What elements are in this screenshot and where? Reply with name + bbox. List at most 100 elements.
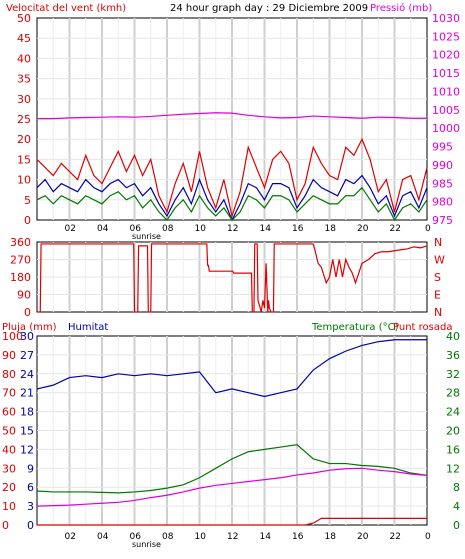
x-tick-label: 04: [97, 532, 109, 542]
direction-tick-label: 360: [10, 236, 31, 249]
humidity-tick-label: 30: [20, 330, 34, 343]
x-tick-label: 20: [357, 224, 369, 234]
wind-tick-label: 25: [17, 113, 31, 126]
wind-tick-label: 10: [17, 174, 31, 187]
rain-tick-label: 0: [2, 519, 9, 532]
humidity-tick-label: 0: [27, 519, 34, 532]
humidity-tick-label: 12: [20, 443, 34, 456]
rain-tick-label: 90: [2, 349, 16, 362]
series-lines: [36, 112, 428, 526]
compass-tick-label: S: [434, 271, 441, 284]
humidity-tick-label: 3: [27, 500, 34, 513]
temperature-tick-label: 32: [446, 368, 460, 381]
humidity-tick-label: 27: [20, 349, 34, 362]
wind-tick-label: 40: [17, 52, 31, 65]
wind-axis-title: Velocitat del vent (kmh): [6, 3, 126, 14]
rain-tick-label: 60: [2, 406, 16, 419]
pressure-axis-title: Pressió (mb): [370, 2, 432, 14]
pressure-tick-label: 995: [432, 141, 453, 154]
x-tick-label: 10: [195, 532, 207, 542]
temperature-line: [36, 444, 428, 494]
temperature-tick-label: 16: [446, 443, 460, 456]
x-tick-label: 02: [65, 224, 76, 234]
x-tick-label: 10: [195, 224, 207, 234]
pressure-tick-label: 1030: [432, 12, 460, 25]
sunrise-label-top: sunrise: [132, 232, 161, 241]
rain-tick-label: 80: [2, 368, 16, 381]
chart-title: 24 hour graph day : 29 Diciembre 2009: [170, 3, 368, 14]
axis-labels: 02 04 06 08 10 12 14 16 18 20 22 002 04 06 08 10 12 14 16 1…: [2, 12, 460, 542]
temperature-tick-label: 4: [453, 500, 460, 513]
x-tick-label: 0: [425, 224, 431, 234]
compass-tick-label: N: [434, 236, 442, 249]
compass-tick-label: E: [434, 289, 441, 302]
temperature-tick-label: 20: [446, 425, 460, 438]
wind-tick-label: 50: [17, 12, 31, 25]
pressure-tick-label: 1020: [432, 49, 460, 62]
temperature-tick-label: 8: [453, 481, 460, 494]
pressure-tick-label: 975: [432, 214, 453, 227]
wind-tick-label: 0: [24, 214, 31, 227]
x-tick-label: 12: [227, 224, 238, 234]
humidity-tick-label: 18: [20, 406, 34, 419]
pressure-tick-label: 985: [432, 177, 453, 190]
x-tick-label: 18: [325, 224, 337, 234]
wind-tick-label: 15: [17, 153, 31, 166]
temperature-tick-label: 28: [446, 387, 460, 400]
rain-tick-label: 100: [2, 330, 23, 343]
wind-tick-label: 35: [17, 73, 31, 86]
x-tick-label: 12: [227, 532, 238, 542]
pressure-tick-label: 1005: [432, 104, 460, 117]
x-tick-label: 06: [130, 532, 142, 542]
direction-tick-label: 270: [10, 254, 31, 267]
temperature-tick-label: 0: [453, 519, 460, 532]
direction-tick-label: 90: [17, 289, 31, 302]
humidity-tick-label: 9: [27, 462, 34, 475]
x-tick-label: 22: [390, 224, 401, 234]
direction-tick-label: 180: [10, 271, 31, 284]
x-tick-label: 16: [292, 224, 304, 234]
x-tick-label: 08: [162, 224, 174, 234]
temperature-tick-label: 24: [446, 406, 460, 419]
rain-tick-label: 30: [2, 462, 16, 475]
x-tick-label: 06: [130, 224, 142, 234]
wind-line: [36, 186, 428, 222]
temperature-tick-label: 40: [446, 330, 460, 343]
sunrise-label-bottom: sunrise: [132, 540, 161, 549]
rain-axis-title: Pluja (mm): [2, 322, 57, 333]
temperature-axis-title: Temperatura (°C): [311, 322, 399, 333]
humidity-axis-title: Humitat: [68, 322, 108, 333]
rain-tick-label: 20: [2, 481, 16, 494]
wind-tick-label: 30: [17, 93, 31, 106]
rain-tick-label: 40: [2, 443, 16, 456]
compass-tick-label: W: [434, 254, 445, 267]
x-tick-label: 16: [292, 532, 304, 542]
rain-tick-label: 50: [2, 425, 16, 438]
humidity-tick-label: 15: [20, 425, 34, 438]
pressure-tick-label: 1000: [432, 122, 460, 135]
pressure-tick-label: 990: [432, 159, 453, 172]
x-tick-label: 22: [390, 532, 401, 542]
wind-tick-label: 5: [24, 194, 31, 207]
x-tick-label: 04: [97, 224, 109, 234]
humidity-tick-label: 6: [27, 481, 34, 494]
dewpoint-line: [36, 467, 428, 507]
gust-line: [36, 137, 428, 219]
rain-line: [37, 517, 427, 526]
x-tick-label: 0: [425, 532, 431, 542]
dewpoint-axis-title: Punt rosada: [393, 322, 452, 333]
x-tick-label: 08: [162, 532, 174, 542]
humidity-tick-label: 21: [20, 387, 34, 400]
compass-tick-label: N: [434, 306, 442, 319]
pressure-tick-label: 980: [432, 196, 453, 209]
temperature-tick-label: 36: [446, 349, 460, 362]
x-tick-label: 14: [260, 224, 272, 234]
direction-line: [37, 243, 428, 313]
rain-tick-label: 10: [2, 500, 16, 513]
pressure-line: [37, 112, 427, 120]
rain-tick-label: 70: [2, 387, 16, 400]
x-tick-label: 18: [325, 532, 337, 542]
temperature-tick-label: 12: [446, 462, 460, 475]
